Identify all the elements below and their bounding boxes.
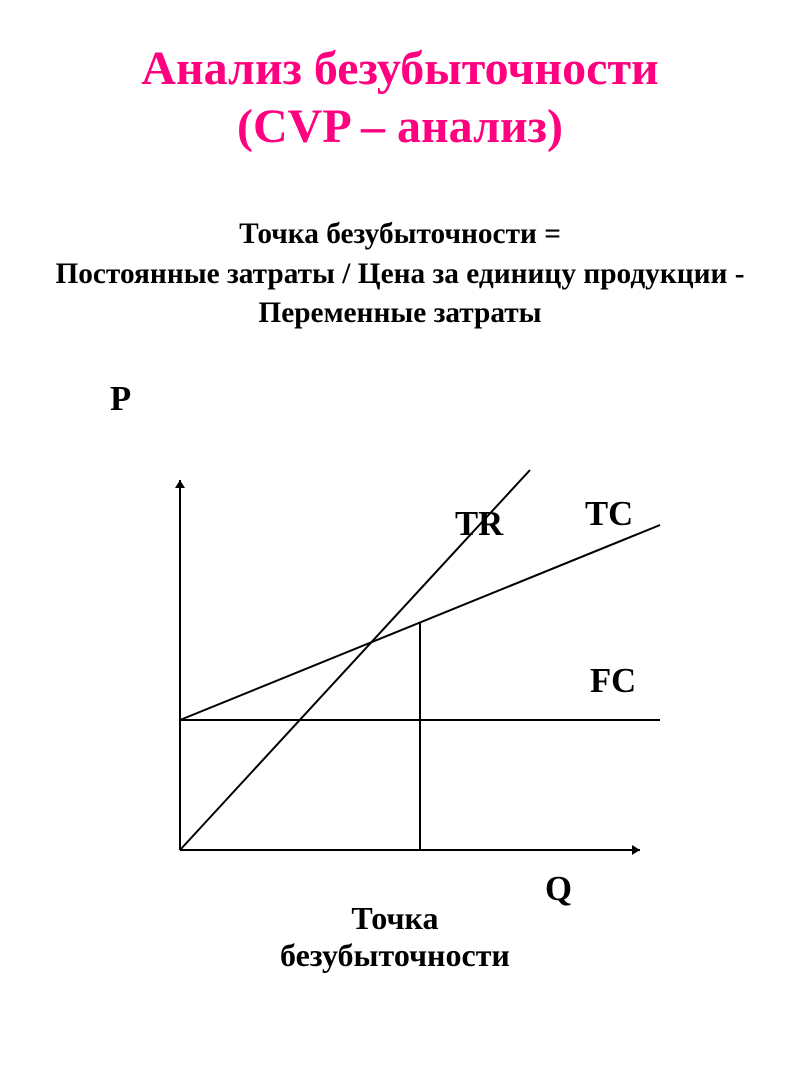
formula-line-3: Переменные затраты xyxy=(0,294,800,334)
breakeven-chart: P Q TR TC FC Точка безубыточности xyxy=(100,380,700,980)
tr-line-label: TR xyxy=(455,505,503,544)
page-title: Анализ безубыточности (CVP – анализ) xyxy=(0,0,800,155)
bep-line-2: безубыточности xyxy=(280,937,510,974)
title-line-1: Анализ безубыточности xyxy=(0,40,800,98)
title-line-2: (CVP – анализ) xyxy=(0,98,800,156)
tc-line-label: TC xyxy=(585,495,633,534)
y-axis-label: P xyxy=(110,380,131,419)
x-axis-label: Q xyxy=(545,870,572,909)
fc-line-label: FC xyxy=(590,662,636,701)
formula-line-2: Постоянные затраты / Цена за единицу про… xyxy=(0,255,800,295)
breakeven-point-label: Точка безубыточности xyxy=(280,900,510,974)
formula-line-1: Точка безубыточности = xyxy=(0,215,800,255)
formula-block: Точка безубыточности = Постоянные затрат… xyxy=(0,215,800,334)
bep-line-1: Точка xyxy=(280,900,510,937)
